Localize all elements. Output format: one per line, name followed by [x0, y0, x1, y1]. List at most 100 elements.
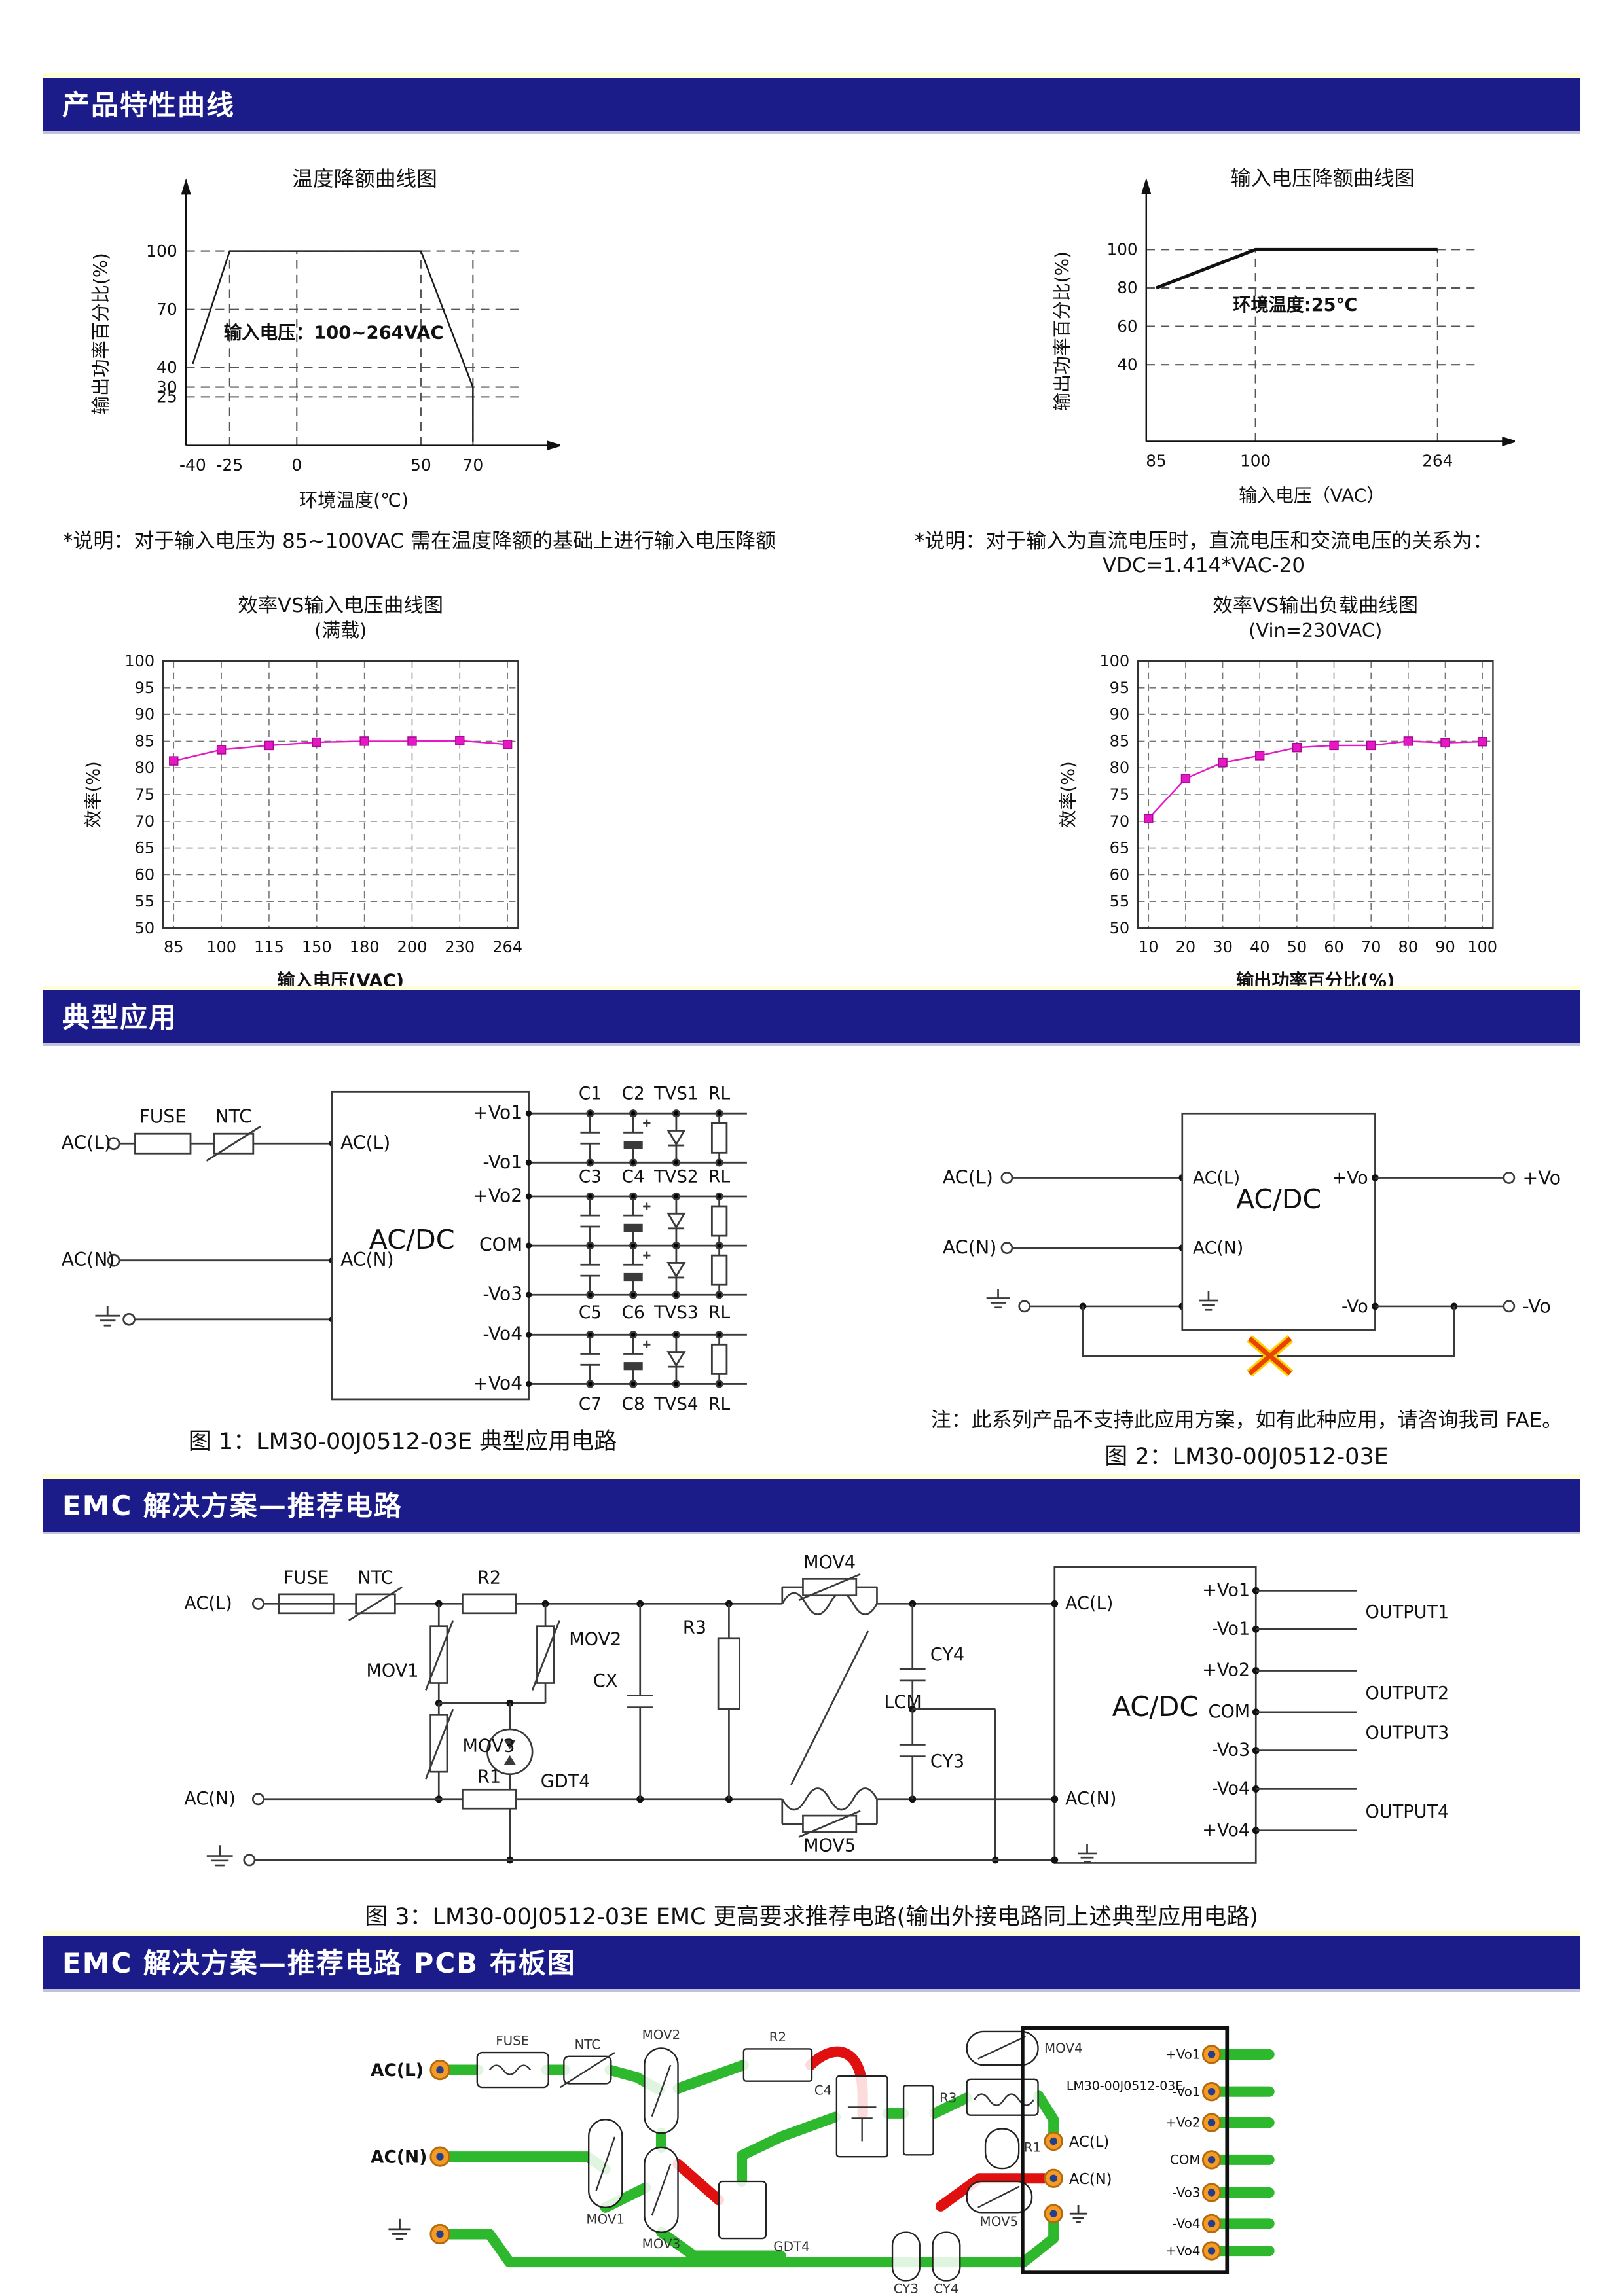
x-tick-label: 115 — [254, 938, 284, 956]
fig2-wiring — [986, 1113, 1516, 1378]
fig3-acdc-label: AC/DC — [1112, 1691, 1198, 1723]
fig3-input-network — [206, 1573, 1055, 1867]
x-tick-label: 100 — [1467, 938, 1497, 956]
fig3-r2-label: R2 — [477, 1568, 501, 1588]
fig1-ac-l-label: AC(L) — [62, 1132, 111, 1154]
fig3-acdc-box — [1053, 1566, 1257, 1864]
fig3-ac-n-label: AC(N) — [184, 1789, 235, 1809]
x-tick-label: 70 — [1361, 938, 1381, 956]
y-tick-label: 95 — [1110, 679, 1130, 697]
data-marker — [1218, 758, 1228, 768]
x-tick-label: -25 — [216, 456, 243, 475]
fig1-acdc-label: AC/DC — [369, 1224, 455, 1255]
data-marker — [1366, 741, 1376, 751]
pcb-module-pin-vo4n: -Vo4 — [1172, 2216, 1200, 2231]
y-tick-label: 80 — [1117, 278, 1137, 297]
fig2-von-label: -Vo — [1522, 1295, 1550, 1318]
fig3-pin-vo1n: -Vo1 — [1211, 1619, 1249, 1640]
y-axis-label: 效率(%) — [1058, 762, 1078, 828]
y-tick-label: 100 — [124, 652, 155, 670]
fig1-ac-n-label: AC(N) — [62, 1249, 115, 1270]
fig1-ntc-label: NTC — [215, 1106, 252, 1128]
data-marker — [502, 740, 513, 749]
pcb-gdt4-label: GDT4 — [773, 2239, 809, 2254]
y-tick-label: 100 — [146, 242, 177, 260]
fig1-pin-com: COM — [479, 1234, 522, 1256]
y-tick-label: 60 — [1110, 866, 1130, 884]
y-tick-label: 65 — [135, 839, 155, 857]
x-tick-label: 264 — [1422, 451, 1453, 470]
pcb-mov2-label: MOV2 — [642, 2027, 680, 2042]
fig1-c2-label: C2 — [622, 1085, 645, 1104]
pcb-ntc-label: NTC — [574, 2037, 600, 2052]
y-tick-label: 65 — [1110, 839, 1130, 857]
fig1-tvs1-label: TVS1 — [653, 1085, 698, 1104]
fig1-rl1-label: RL — [708, 1085, 730, 1104]
derating-notes-row: *说明：对于输入电压为 85~100VAC 需在温度降额的基础上进行输入电压降额… — [43, 524, 1580, 577]
y-tick-label: 95 — [135, 679, 155, 697]
fig3-cy4-label: CY4 — [930, 1645, 964, 1665]
fig2-acdc-label: AC/DC — [1236, 1183, 1321, 1215]
x-tick-label: 85 — [1146, 451, 1166, 470]
section-title: 产品特性曲线 — [62, 89, 236, 121]
series-line — [192, 250, 474, 442]
pcb-module-pin-acl: AC(L) — [1068, 2134, 1108, 2151]
fig1-rl3-label: RL — [708, 1303, 730, 1323]
y-tick-label: 80 — [135, 759, 155, 778]
fig3-output2-label: OUTPUT2 — [1365, 1683, 1449, 1704]
x-tick-label: 50 — [1287, 938, 1307, 956]
chart-title: 温度降额曲线图 — [292, 168, 437, 191]
y-tick-label: 25 — [156, 387, 177, 406]
figure4-pcb-layout: AC(L) AC(N) FUSE NTC MOV2 R2 MOV1 MOV3 G… — [370, 2026, 1275, 2296]
pcb-r3-label: R3 — [939, 2090, 957, 2106]
pcb-top-layer-traces — [443, 2049, 1275, 2267]
fig1-output-group3 — [579, 1242, 728, 1299]
x-tick-label: 0 — [291, 456, 302, 475]
x-tick-label: 230 — [445, 938, 475, 956]
efficiency-charts-row: 100 95 90 85 80 75 70 65 60 55 50 85 100 115 150 180 200… — [43, 581, 1580, 986]
fig2-vop-label: +Vo — [1522, 1167, 1561, 1189]
fig3-cy3-label: CY3 — [930, 1751, 964, 1772]
typical-application-figures: AC(L) FUSE NTC AC(N) AC(L) AC(N) AC/DC — [43, 1043, 1580, 1474]
fig1-tvs3-label: TVS3 — [653, 1303, 698, 1323]
fig3-output3-label: OUTPUT3 — [1365, 1723, 1449, 1744]
section-banner-emc-pcb: EMC 解决方案—推荐电路 PCB 布板图 — [43, 1931, 1580, 1989]
pcb-input-pads — [429, 2059, 450, 2244]
fig1-tvs4-label: TVS4 — [653, 1395, 698, 1414]
plot-border — [1137, 660, 1494, 929]
fig3-pin-acl: AC(L) — [1065, 1594, 1113, 1614]
data-marker — [407, 736, 417, 746]
fig3-cx-label: CX — [593, 1671, 617, 1691]
y-tick-label: 70 — [1110, 812, 1130, 831]
fig1-rl2-label: RL — [708, 1168, 730, 1187]
y-tick-label: 80 — [1110, 759, 1130, 778]
x-tick-label: 40 — [1250, 938, 1270, 956]
x-tick-label: 80 — [1398, 938, 1419, 956]
plot-border — [162, 660, 519, 929]
data-marker — [169, 756, 179, 766]
pcb-mov4-label: MOV4 — [1044, 2041, 1082, 2056]
pcb-mov5-label: MOV5 — [979, 2214, 1018, 2229]
x-tick-label: 70 — [462, 456, 483, 475]
pcb-module-pads — [1044, 2045, 1221, 2261]
pcb-module-model-label: LM30-00J0512-03E — [1066, 2079, 1182, 2093]
section-banner-product-curves: 产品特性曲线 — [43, 73, 1580, 131]
y-tick-label: 40 — [156, 358, 177, 377]
x-tick-label: 30 — [1213, 938, 1233, 956]
fig1-c7-label: C7 — [579, 1395, 602, 1414]
fig1-fuse-label: FUSE — [139, 1106, 187, 1128]
pcb-r2-label: R2 — [769, 2030, 786, 2045]
figure3-caption: 图 3：LM30-00J0512-03E EMC 更高要求推荐电路(输出外接电路… — [365, 1903, 1258, 1930]
fig3-pin-vo4n: -Vo4 — [1211, 1779, 1249, 1799]
pcb-mov3-label: MOV3 — [642, 2236, 680, 2251]
fig3-mov2-label: MOV2 — [569, 1630, 621, 1650]
y-tick-label: 75 — [1110, 785, 1130, 804]
fig3-output4-label: OUTPUT4 — [1365, 1802, 1449, 1822]
pcb-cy3-label: CY3 — [893, 2281, 918, 2296]
data-marker — [1292, 743, 1302, 753]
fig3-output1-label: OUTPUT1 — [1365, 1602, 1449, 1623]
fig3-pin-vo4p: +Vo4 — [1202, 1820, 1250, 1840]
pcb-fuse-label: FUSE — [496, 2034, 529, 2049]
data-marker — [1180, 774, 1191, 784]
x-tick-label: -40 — [179, 456, 206, 475]
